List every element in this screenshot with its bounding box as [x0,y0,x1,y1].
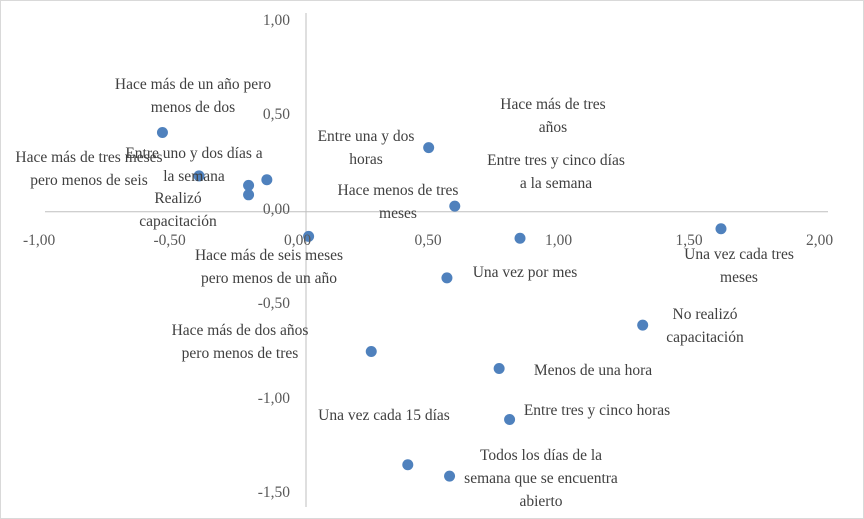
data-label: Hace más de tres meses pero menos de sei… [15,149,163,189]
x-tick-label: 0,00 [284,231,312,249]
data-point [402,459,414,471]
data-label: Hace menos de tres meses [337,182,459,222]
data-label: Realizó capacitación [139,190,217,230]
data-label: Una vez cada tres meses [684,246,794,286]
y-tick-label: 0,50 [262,106,290,124]
data-point [193,170,205,182]
data-label: Menos de una hora [533,362,653,379]
data-point [715,223,727,235]
data-label: Entre tres y cinco horas [523,402,671,419]
data-label: Todos los días de la semana que se encue… [464,447,618,510]
data-label: Una vez por mes [472,264,578,281]
data-label: Entre tres y cinco días a la semana [487,152,625,192]
data-point [444,470,456,482]
y-tick-label: -1,50 [257,484,290,501]
x-tick-label: 1,50 [675,231,703,249]
data-point [637,319,649,331]
data-label: Entre una y dos horas [317,128,415,168]
x-tick-label: 2,00 [806,231,834,249]
data-label: No realizó capacitación [666,306,744,346]
data-label: Hace más de un año pero menos de dos [114,76,272,116]
data-point [441,272,453,284]
data-label: Entre uno y dos días a la semana [125,145,263,185]
data-point [449,200,461,212]
data-point [514,232,526,244]
data-point [261,174,273,186]
y-tick-label: -1,00 [257,389,290,407]
y-tick-label: 0,00 [262,200,290,218]
y-tick-label: 1,00 [262,12,290,29]
data-label: Hace más de seis meses pero menos de un … [194,247,344,287]
data-label: Hace más de dos años pero menos de tres [171,322,309,362]
x-tick-label: 0,50 [414,231,442,249]
data-point [423,142,435,154]
y-tick-label: -0,50 [257,295,290,313]
data-point [243,179,255,191]
data-point [493,363,505,375]
data-point [504,413,516,425]
data-point [156,127,168,139]
data-label: Una vez cada 15 días [318,407,450,424]
data-label: Hace más de tres años [500,96,606,136]
x-tick-label: -0,50 [153,231,186,249]
x-tick-label: -1,00 [23,231,56,249]
data-point [365,346,377,358]
x-tick-label: 1,00 [545,231,573,249]
data-point [303,230,315,242]
data-point [243,189,255,201]
